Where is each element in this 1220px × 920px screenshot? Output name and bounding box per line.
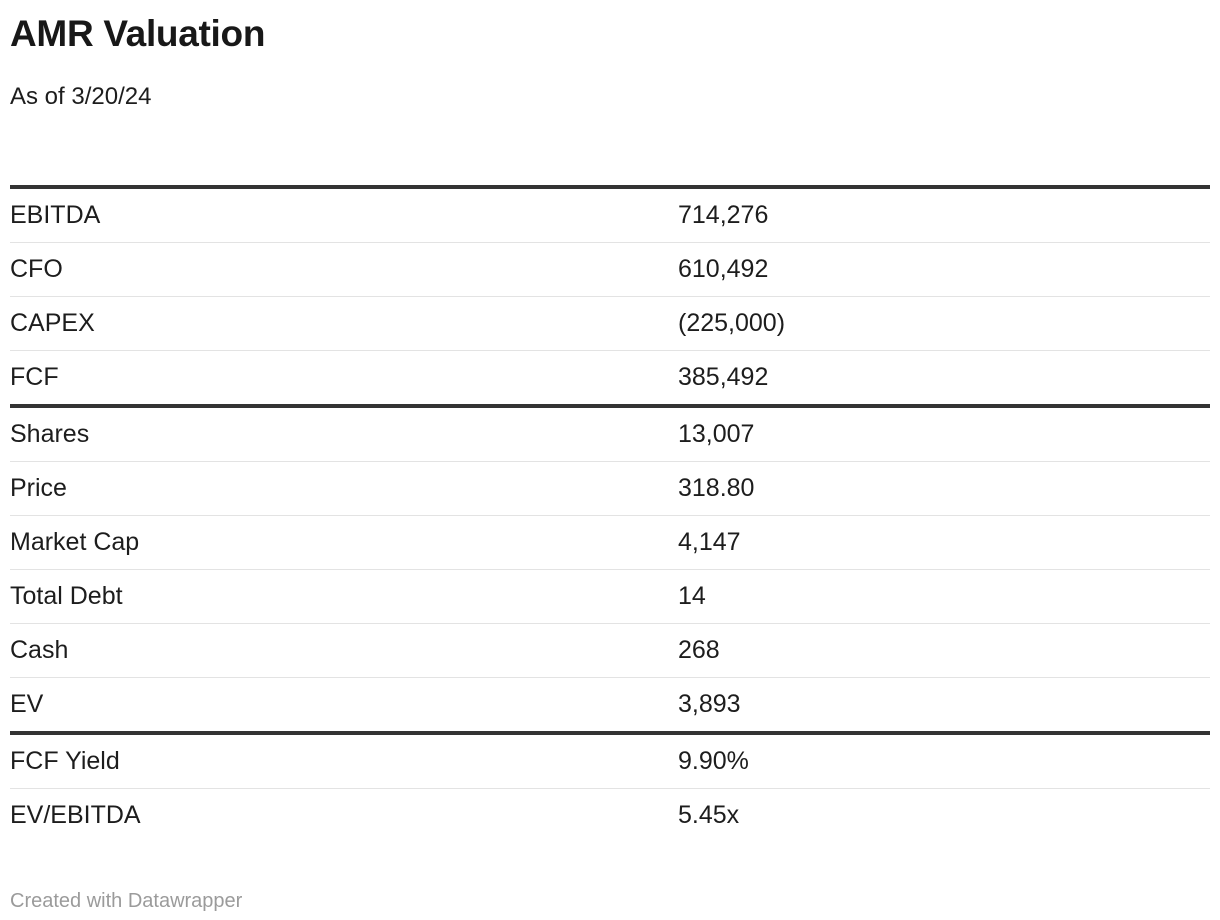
row-label: Cash — [10, 636, 69, 664]
table-row: EBITDA 714,276 — [10, 189, 1210, 243]
row-value: 13,007 — [678, 420, 755, 448]
row-value: (225,000) — [678, 309, 786, 337]
page-title: AMR Valuation — [10, 13, 266, 54]
row-value: 385,492 — [678, 363, 769, 391]
table-row: CAPEX (225,000) — [10, 297, 1210, 351]
table-row: CFO 610,492 — [10, 243, 1210, 297]
row-value: 610,492 — [678, 255, 769, 283]
table-row: Total Debt 14 — [10, 570, 1210, 624]
table-row: FCF 385,492 — [10, 351, 1210, 408]
table-row: EV/EBITDA 5.45x — [10, 789, 1210, 842]
row-value: 9.90% — [678, 747, 749, 775]
datawrapper-credit[interactable]: Created with Datawrapper — [10, 890, 243, 912]
row-label: CAPEX — [10, 309, 95, 337]
table-row: Price 318.80 — [10, 462, 1210, 516]
row-value: 268 — [678, 636, 720, 664]
table-row: Cash 268 — [10, 624, 1210, 678]
row-label: Price — [10, 474, 67, 502]
row-label: Market Cap — [10, 528, 140, 556]
row-label: EV — [10, 690, 44, 718]
table-row: FCF Yield 9.90% — [10, 735, 1210, 789]
row-label: Shares — [10, 420, 90, 448]
table-row: EV 3,893 — [10, 678, 1210, 735]
row-label: EBITDA — [10, 201, 101, 229]
row-label: FCF Yield — [10, 747, 120, 775]
valuation-table: EBITDA 714,276 CFO 610,492 CAPEX (225,000) FCF… — [10, 185, 1210, 842]
row-value: 318.80 — [678, 474, 755, 502]
row-value: 14 — [678, 582, 706, 610]
row-label: Total Debt — [10, 582, 123, 610]
row-label: CFO — [10, 255, 63, 283]
table-row: Shares 13,007 — [10, 408, 1210, 462]
row-value: 5.45x — [678, 801, 740, 829]
page-subtitle: As of 3/20/24 — [10, 83, 152, 110]
row-value: 4,147 — [678, 528, 741, 556]
row-value: 714,276 — [678, 201, 769, 229]
row-label: FCF — [10, 363, 59, 391]
row-value: 3,893 — [678, 690, 741, 718]
row-label: EV/EBITDA — [10, 801, 141, 829]
table-row: Market Cap 4,147 — [10, 516, 1210, 570]
